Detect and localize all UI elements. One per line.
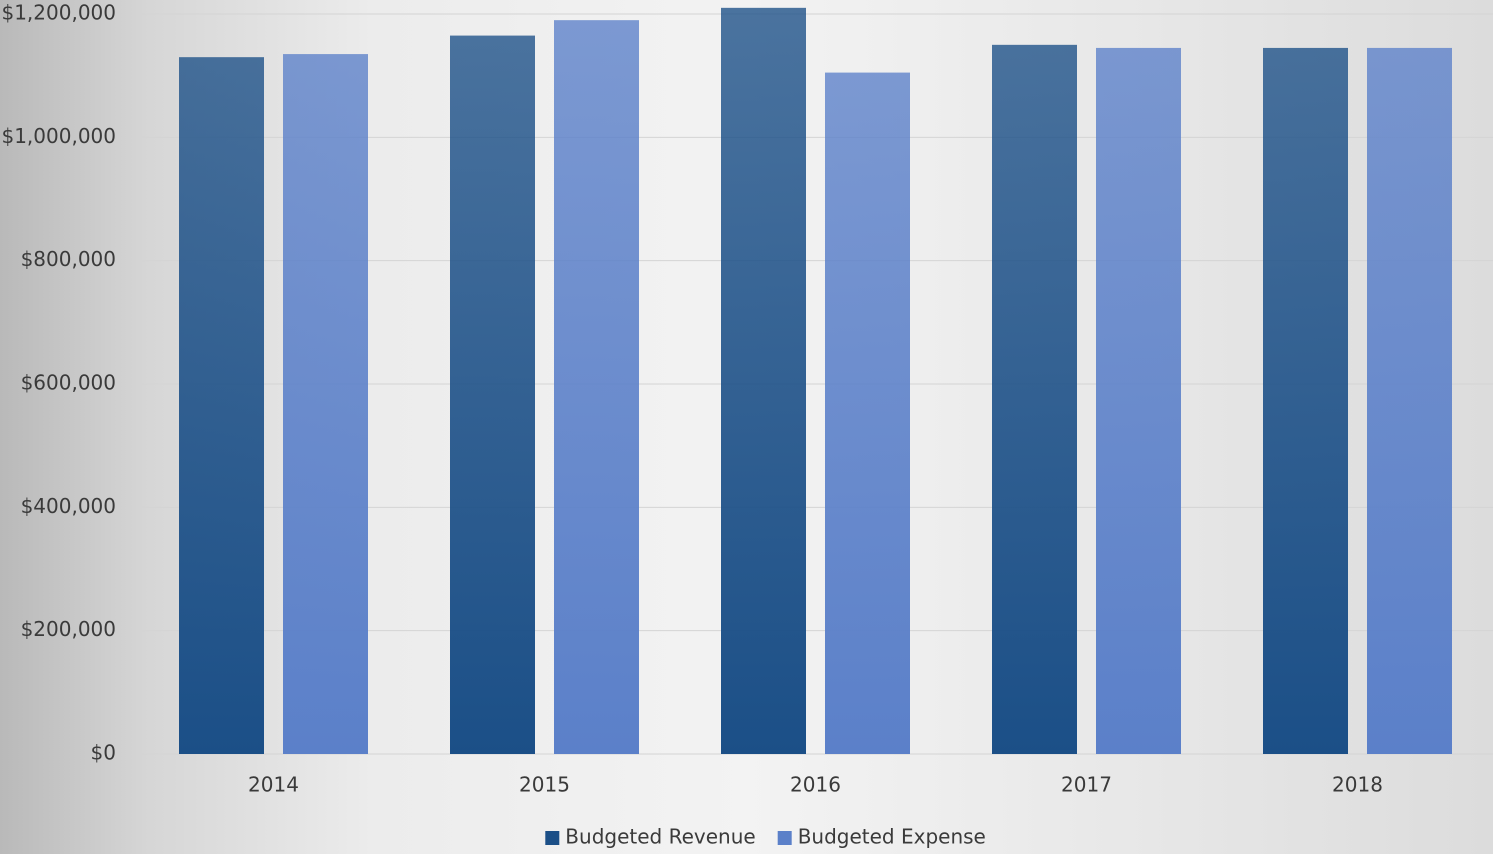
bar xyxy=(992,45,1077,754)
legend-label: Budgeted Expense xyxy=(798,825,986,849)
legend-swatch xyxy=(545,831,559,845)
bar xyxy=(283,54,368,754)
bar xyxy=(179,57,264,754)
bar xyxy=(1096,48,1181,754)
legend-label: Budgeted Revenue xyxy=(565,825,755,849)
y-tick-label: $1,000,000 xyxy=(1,124,116,148)
x-tick-label: 2014 xyxy=(248,773,299,797)
chart: $0 $200,000 $400,000 $600,000 $800,000 $1,000… xyxy=(0,0,1493,854)
bar xyxy=(721,8,806,754)
x-tick-label: 2017 xyxy=(1061,773,1112,797)
bar xyxy=(450,36,535,754)
x-tick-label: 2016 xyxy=(790,773,841,797)
y-tick-label: $1,200,000 xyxy=(1,1,116,25)
legend-swatch xyxy=(778,831,792,845)
y-tick-label: $800,000 xyxy=(21,247,116,271)
x-tick-label: 2018 xyxy=(1332,773,1383,797)
y-tick-label: $0 xyxy=(91,741,116,765)
x-tick-label: 2015 xyxy=(519,773,570,797)
y-tick-label: $200,000 xyxy=(21,617,116,641)
bar xyxy=(1367,48,1452,754)
bar xyxy=(554,20,639,754)
bar xyxy=(825,73,910,754)
bar xyxy=(1263,48,1348,754)
y-tick-label: $600,000 xyxy=(21,371,116,395)
y-tick-label: $400,000 xyxy=(21,494,116,518)
